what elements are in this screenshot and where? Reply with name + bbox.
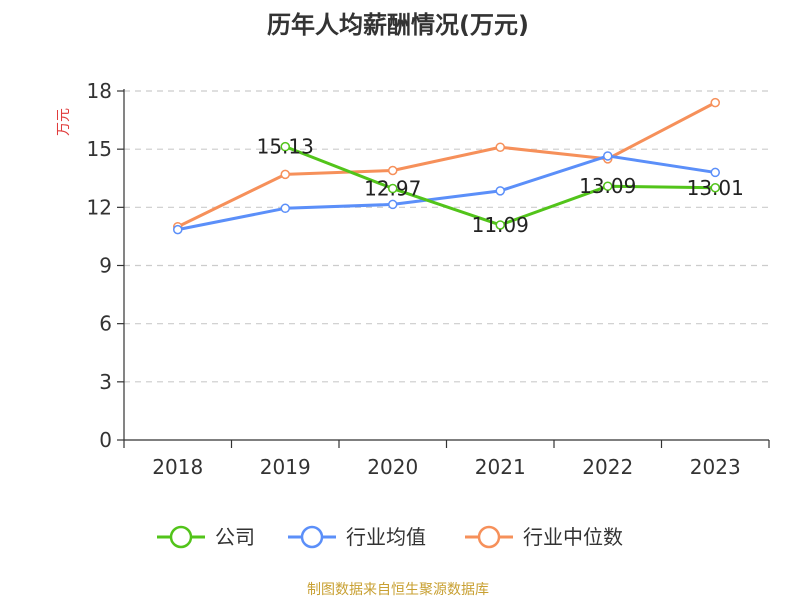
data-point[interactable] — [280, 169, 290, 180]
data-label: 15.13 — [257, 135, 314, 159]
data-label: 11.09 — [472, 213, 529, 237]
data-point[interactable] — [280, 141, 290, 152]
legend[interactable]: 公司 行业均值 行业中位数 — [157, 525, 623, 549]
data-point[interactable] — [495, 220, 505, 230]
x-tick-label: 2021 — [475, 455, 526, 479]
x-tick-label: 2018 — [152, 455, 203, 479]
legend-label: 行业中位数 — [523, 525, 623, 549]
y-tick-label: 9 — [99, 254, 112, 278]
data-label: 13.09 — [579, 174, 636, 198]
legend-label: 公司 — [215, 525, 255, 549]
data-point[interactable] — [603, 151, 613, 161]
y-axis-label: 万元 — [56, 108, 72, 136]
series-3 — [173, 97, 720, 232]
data-point[interactable] — [495, 142, 505, 152]
legend-marker-icon — [169, 525, 193, 549]
legend-item-1[interactable]: 公司 — [157, 525, 255, 549]
series-line — [177, 101, 716, 229]
series-1 — [280, 141, 720, 230]
data-point[interactable] — [710, 183, 720, 193]
data-label: 12.97 — [364, 177, 421, 201]
data-point[interactable] — [388, 199, 398, 210]
legend-item-3[interactable]: 行业中位数 — [465, 525, 623, 549]
data-point[interactable] — [388, 165, 398, 176]
chart-title: 历年人均薪酬情况(万元) — [267, 11, 529, 39]
data-labels: 15.13 12.97 11.09 13.09 13.01 — [257, 135, 744, 237]
data-point[interactable] — [280, 203, 290, 214]
data-point[interactable] — [710, 167, 720, 178]
y-tick-label: 15 — [87, 137, 112, 161]
grid-lines — [124, 90, 769, 383]
series-lines — [173, 97, 720, 235]
axes: 0 3 6 9 12 15 18 2018 2019 2020 2021 2022 2023 — [87, 79, 770, 479]
data-point[interactable] — [495, 186, 505, 196]
legend-label: 行业均值 — [346, 525, 426, 549]
y-tick-label: 12 — [87, 195, 112, 219]
series-2 — [173, 151, 720, 235]
x-tick-label: 2020 — [367, 455, 418, 479]
data-point[interactable] — [388, 183, 398, 194]
data-label: 13.01 — [687, 176, 744, 200]
data-point[interactable] — [603, 181, 613, 191]
legend-marker-icon — [300, 525, 324, 549]
source-note: 制图数据来自恒生聚源数据库 — [307, 582, 489, 598]
y-tick-label: 0 — [99, 428, 112, 452]
data-point[interactable] — [710, 97, 720, 108]
x-tick-label: 2022 — [582, 455, 633, 479]
y-tick-label: 3 — [99, 370, 112, 394]
y-tick-label: 18 — [87, 79, 112, 103]
y-tick-label: 6 — [99, 312, 112, 336]
x-tick-label: 2023 — [690, 455, 741, 479]
x-tick-label: 2019 — [260, 455, 311, 479]
legend-item-2[interactable]: 行业均值 — [288, 525, 426, 549]
series-line — [177, 154, 716, 232]
legend-marker-icon — [477, 525, 501, 549]
data-point[interactable] — [173, 224, 183, 235]
